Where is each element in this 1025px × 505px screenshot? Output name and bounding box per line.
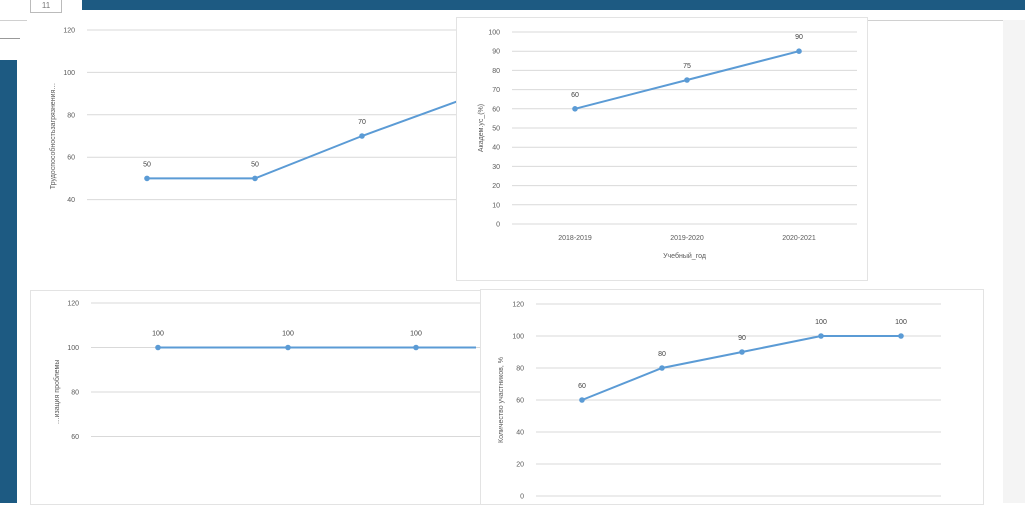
x-axis-title: Учебный_год [663,252,706,260]
y-tick-label: 120 [67,301,79,308]
y-tick-label: 60 [492,106,500,113]
data-label: 100 [815,319,827,326]
y-tick-label: 40 [492,145,500,152]
slide-number: 11 [30,0,62,13]
right-margin [1003,20,1025,503]
data-point [684,77,690,83]
chart-4: 120 100 80 60 40 20 0 Количество участников, % 6… [480,289,984,505]
y-axis-title: Трудоспособностьзагрязнения… [49,83,57,190]
data-label: 70 [358,119,366,126]
data-point [572,106,578,112]
y-tick-label: 60 [71,434,79,441]
data-label: 60 [571,92,579,99]
x-tick-label: 2018-2019 [558,235,592,242]
y-axis-title: …изация проблемы [53,360,61,425]
y-tick-label: 70 [492,87,500,94]
data-label: 75 [683,63,691,70]
chart-2: 100 90 80 70 60 50 40 30 20 10 0 Академ.ус_(%) 2018-… [456,17,868,281]
chart-1: 120 100 80 60 40 Трудоспособностьзагрязнения…… [27,20,467,282]
data-label: 100 [410,331,422,338]
y-tick-label: 60 [516,398,524,405]
y-tick-label: 100 [512,334,524,341]
data-label: 80 [658,351,666,358]
data-point [252,175,258,182]
data-label: 50 [143,161,151,168]
y-tick-label: 20 [516,462,524,469]
data-label: 60 [578,383,586,390]
y-tick-label: 120 [63,28,75,35]
y-tick-label: 80 [492,68,500,75]
y-tick-label: 10 [492,202,500,209]
y-tick-label: 80 [516,366,524,373]
y-tick-label: 100 [63,70,75,77]
y-tick-label: 40 [67,197,75,204]
y-tick-label: 0 [496,222,500,229]
y-tick-label: 90 [492,49,500,56]
data-point [818,333,824,339]
y-tick-label: 100 [67,345,79,352]
series-line [147,96,467,180]
data-point [796,48,802,54]
data-label: 90 [738,335,746,342]
y-tick-label: 120 [512,302,524,309]
y-axis-title: Количество участников, % [498,357,505,443]
y-tick-label: 30 [492,164,500,171]
y-tick-label: 50 [492,126,500,133]
y-tick-label: 60 [67,155,75,162]
chart-3: 120 100 80 60 …изация проблемы 100 100 100 [30,290,482,505]
data-label: 100 [152,331,164,338]
data-label: 100 [282,331,294,338]
data-point [359,133,365,139]
left-accent-bar [0,60,17,503]
corner-divider [0,38,20,39]
data-point [659,365,665,371]
data-label: 100 [895,319,907,326]
chart-4-svg: 120 100 80 60 40 20 0 Количество участников, % 6… [498,302,941,501]
chart-1-svg: 120 100 80 60 40 Трудоспособностьзагрязнения…… [49,28,467,204]
data-point [739,349,745,355]
data-point [285,344,291,351]
top-accent-bar [82,0,1025,10]
y-axis-title: Академ.ус_(%) [478,104,485,152]
y-tick-label: 40 [516,430,524,437]
data-point [144,175,150,182]
data-label: 50 [251,161,259,168]
data-point [413,344,419,351]
x-tick-label: 2019-2020 [670,235,704,242]
data-point [579,397,585,403]
data-point [155,344,161,351]
y-tick-label: 0 [520,494,524,501]
chart-3-svg: 120 100 80 60 …изация проблемы 100 100 100 [53,301,481,441]
data-label: 90 [795,34,803,41]
y-tick-label: 100 [488,30,500,37]
data-point [898,333,904,339]
x-tick-label: 2020-2021 [782,235,816,242]
chart-2-svg: 1009080706050403020100Академ.ус_(%)2018-… [478,30,857,260]
y-tick-label: 80 [71,390,79,397]
y-tick-label: 80 [67,112,75,119]
y-tick-label: 20 [492,183,500,190]
